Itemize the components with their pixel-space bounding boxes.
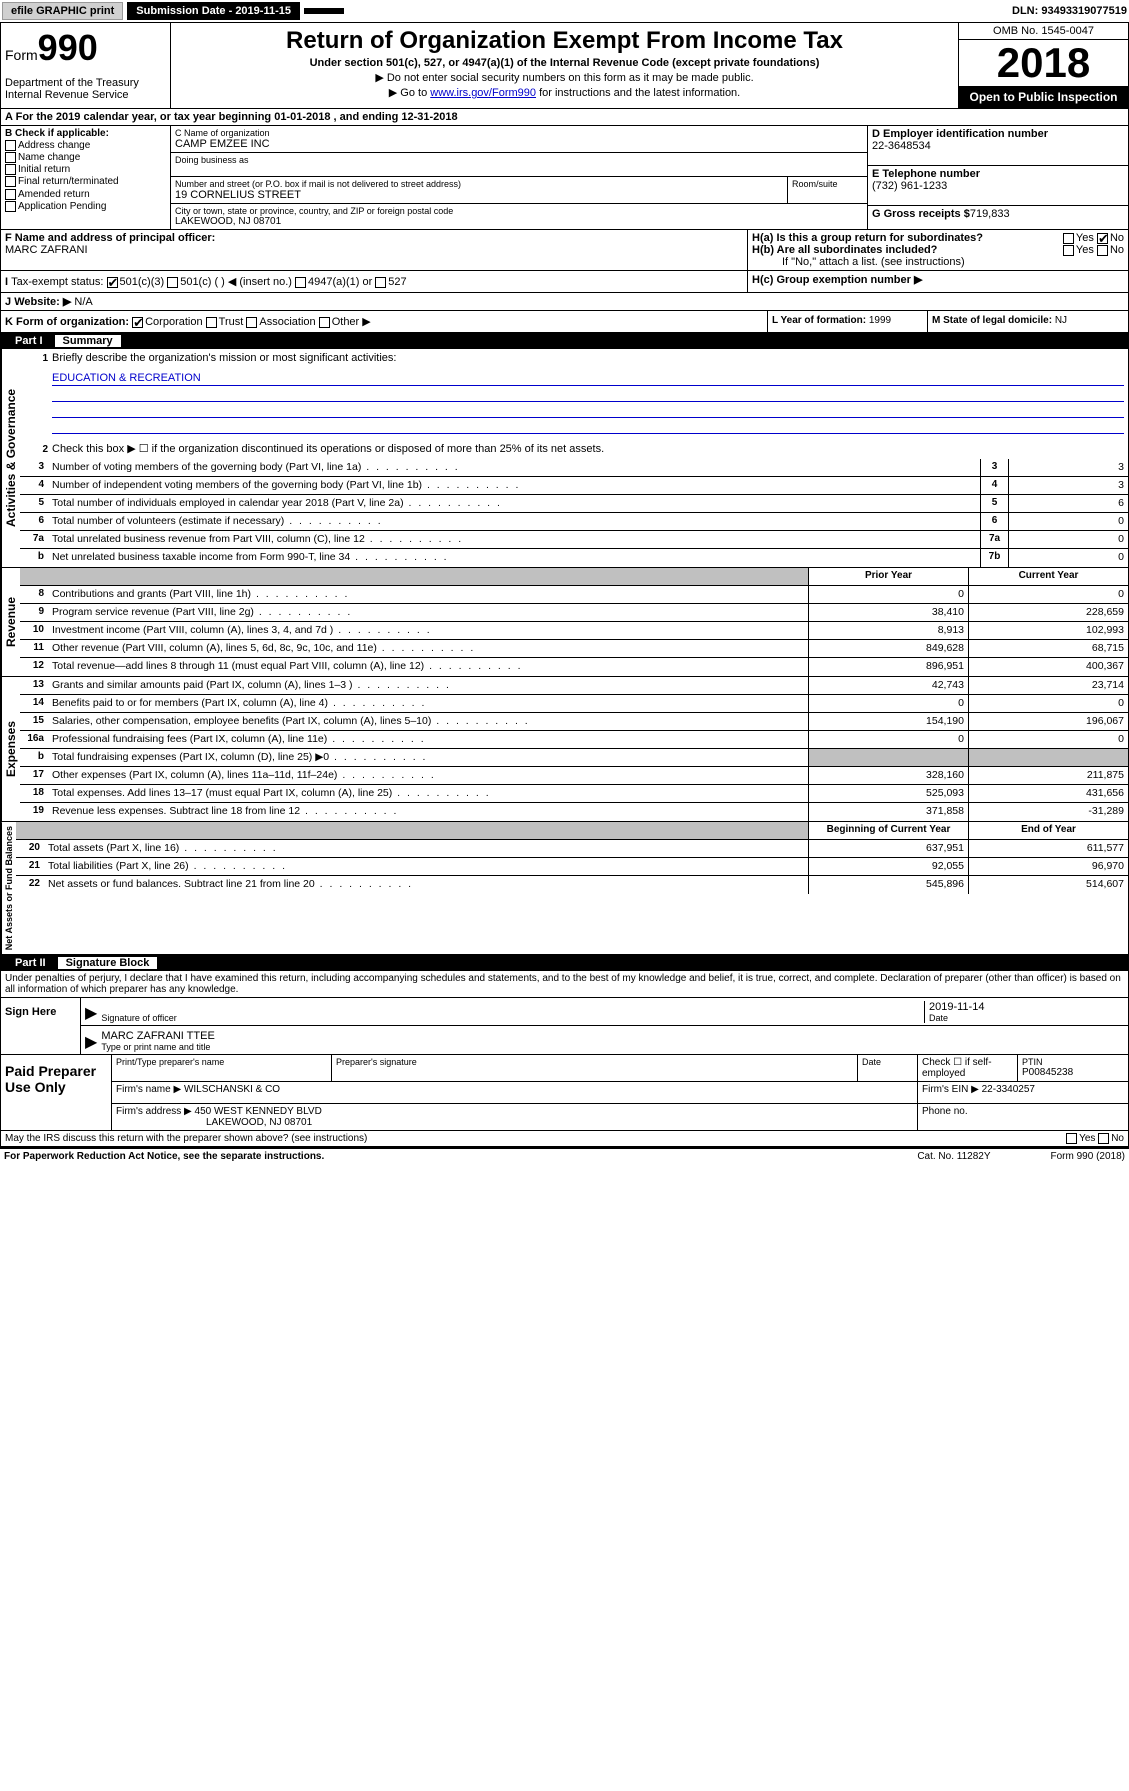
line-3: 3 Number of voting members of the govern… [20,459,1128,477]
tax-status: I Tax-exempt status: 501(c)(3) 501(c) ( … [1,271,748,292]
vert-net: Net Assets or Fund Balances [1,822,16,954]
hc: H(c) Group exemption number ▶ [748,271,1128,292]
title-box: Return of Organization Exempt From Incom… [171,23,958,108]
line-21: 21 Total liabilities (Part X, line 26) 9… [16,858,1128,876]
line-16a: 16a Professional fundraising fees (Part … [20,731,1128,749]
line-7a: 7a Total unrelated business revenue from… [20,531,1128,549]
officer: MARC ZAFRANI [5,244,743,256]
year-box: OMB No. 1545-0047 2018 Open to Public In… [958,23,1128,108]
irs-link[interactable]: www.irs.gov/Form990 [430,87,536,99]
line-9: 9 Program service revenue (Part VIII, li… [20,604,1128,622]
line-19: 19 Revenue less expenses. Subtract line … [20,803,1128,821]
line-4: 4 Number of independent voting members o… [20,477,1128,495]
line-b: b Net unrelated business taxable income … [20,549,1128,567]
sig-name: MARC ZAFRANI TTEE [101,1030,1124,1042]
discuss-row: May the IRS discuss this return with the… [1,1131,1128,1148]
line-11: 11 Other revenue (Part VIII, column (A),… [20,640,1128,658]
vert-rev: Revenue [1,568,20,676]
gross: 719,833 [970,208,1010,220]
line-18: 18 Total expenses. Add lines 13–17 (must… [20,785,1128,803]
blank-btn [304,8,344,14]
form-box: Form990 Department of the Treasury Inter… [1,23,171,108]
vert-exp: Expenses [1,677,20,821]
city: LAKEWOOD, NJ 08701 [175,216,863,227]
efile-btn[interactable]: efile GRAPHIC print [2,2,123,20]
line-5: 5 Total number of individuals employed i… [20,495,1128,513]
org-name: CAMP EMZEE INC [175,138,863,150]
line-14: 14 Benefits paid to or for members (Part… [20,695,1128,713]
submission-btn[interactable]: Submission Date - 2019-11-15 [127,2,300,20]
addr: 19 CORNELIUS STREET [175,189,783,201]
line-15: 15 Salaries, other compensation, employe… [20,713,1128,731]
line-13: 13 Grants and similar amounts paid (Part… [20,677,1128,695]
sign-here: Sign Here [1,998,81,1054]
line-12: 12 Total revenue—add lines 8 through 11 … [20,658,1128,676]
firm-name: WILSCHANSKI & CO [184,1084,280,1095]
line-6: 6 Total number of volunteers (estimate i… [20,513,1128,531]
bottom: For Paperwork Reduction Act Notice, see … [0,1149,1129,1164]
dln: DLN: 93493319077519 [1012,5,1127,17]
ein: 22-3648534 [872,140,1124,152]
col-b: B Check if applicable: Address change Na… [1,126,171,229]
part2-header: Part II Signature Block [1,955,1128,971]
line-20: 20 Total assets (Part X, line 16) 637,95… [16,840,1128,858]
form-org: K Form of organization: Corporation Trus… [1,311,768,332]
line-b: b Total fundraising expenses (Part IX, c… [20,749,1128,767]
vert-gov: Activities & Governance [1,349,20,567]
line-10: 10 Investment income (Part VIII, column … [20,622,1128,640]
website: J Website: ▶ N/A [1,293,1128,311]
line-22: 22 Net assets or fund balances. Subtract… [16,876,1128,894]
perjury: Under penalties of perjury, I declare th… [1,971,1128,998]
part1-header: Part I Summary [1,333,1128,349]
line-8: 8 Contributions and grants (Part VIII, l… [20,586,1128,604]
year-formation: L Year of formation: 1999 [768,311,928,332]
line-17: 17 Other expenses (Part IX, column (A), … [20,767,1128,785]
phone: (732) 961-1233 [872,180,1124,192]
state: M State of legal domicile: NJ [928,311,1128,332]
mission: EDUCATION & RECREATION [52,372,1124,386]
dept: Department of the Treasury Internal Reve… [5,77,166,101]
period: A For the 2019 calendar year, or tax yea… [1,109,1128,126]
title: Return of Organization Exempt From Incom… [175,27,954,55]
paid-preparer: Paid Preparer Use Only [1,1055,111,1130]
col-h: H(a) Is this a group return for subordin… [748,230,1128,270]
